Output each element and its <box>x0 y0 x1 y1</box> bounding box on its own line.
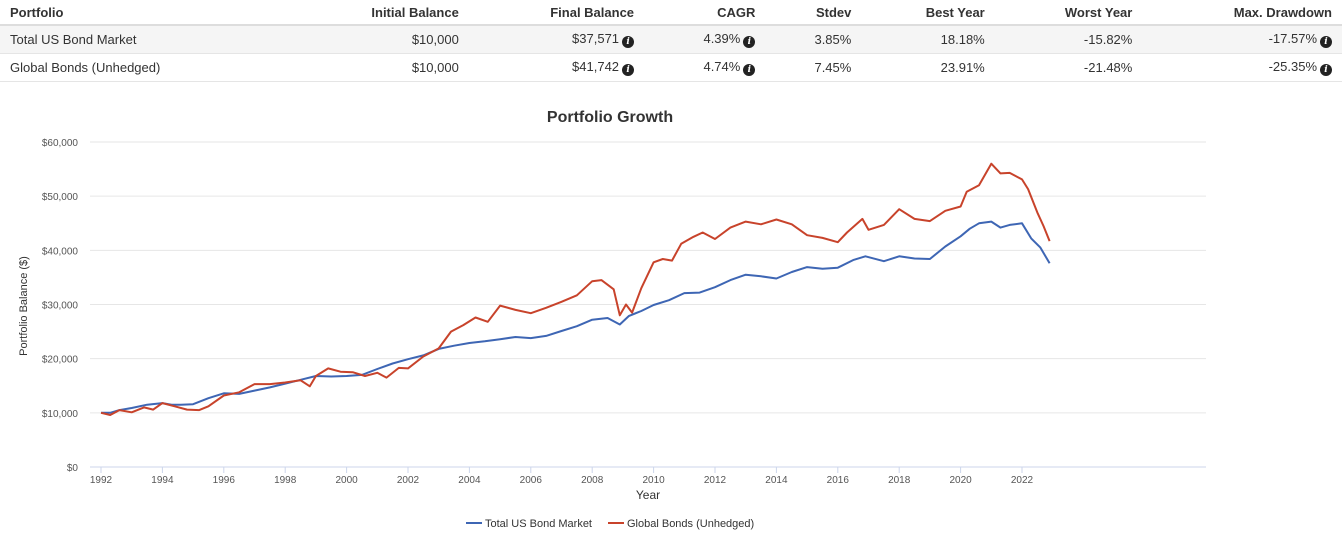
y-tick-label: $50,000 <box>42 192 79 203</box>
cell-worst-year: -21.48% <box>994 53 1143 82</box>
cell-initial-balance: $10,000 <box>287 25 469 54</box>
x-tick-label: 1994 <box>151 475 174 486</box>
cell-portfolio: Global Bonds (Unhedged) <box>0 53 288 82</box>
legend-label-total-us-bond[interactable]: Total US Bond Market <box>485 518 592 530</box>
cell-cagr: 4.74% i <box>644 53 766 82</box>
y-tick-label: $0 <box>67 463 79 474</box>
cell-final-balance: $41,742 i <box>468 53 645 82</box>
y-tick-label: $10,000 <box>42 409 79 420</box>
cell-cagr: 4.39% i <box>644 25 766 54</box>
info-circle-icon[interactable]: i <box>1320 36 1332 48</box>
max-drawdown-value: -17.57% <box>1268 31 1317 46</box>
cell-portfolio: Total US Bond Market <box>0 25 288 54</box>
header-worst-year: Worst Year <box>994 0 1143 26</box>
x-tick-label: 1996 <box>213 475 236 486</box>
y-tick-label: $20,000 <box>42 355 79 366</box>
header-final-balance: Final Balance <box>468 0 645 26</box>
header-max-drawdown: Max. Drawdown <box>1142 0 1342 26</box>
x-tick-label: 1992 <box>90 475 113 486</box>
header-stdev: Stdev <box>765 0 862 26</box>
chart-title: Portfolio Growth <box>547 109 673 126</box>
series-line-global-bonds-unhedged[interactable] <box>100 162 1051 416</box>
x-tick-label: 2016 <box>827 475 850 486</box>
cagr-value: 4.39% <box>703 31 741 46</box>
info-circle-icon[interactable]: i <box>622 36 635 48</box>
info-circle-icon[interactable]: i <box>1320 64 1332 76</box>
x-tick-label: 2010 <box>642 475 665 486</box>
final-balance-value: $37,571 <box>572 31 620 46</box>
cell-max-drawdown: -25.35% i <box>1142 53 1342 82</box>
cell-best-year: 23.91% <box>861 53 995 82</box>
cell-worst-year: -15.82% <box>994 25 1143 54</box>
table-row: Global Bonds (Unhedged) $10,000 $41,742 i… <box>0 53 1342 82</box>
table-header-row: Portfolio Initial Balance Final Balance … <box>0 0 1342 26</box>
series-lines <box>100 162 1051 416</box>
x-tick-label: 2008 <box>581 475 604 486</box>
portfolio-growth-chart: Portfolio Growth $0 $10,000 $20,000 $30,000… <box>18 109 1206 530</box>
x-tick-label: 1998 <box>274 475 297 486</box>
cell-final-balance: $37,571 i <box>468 25 645 54</box>
y-axis-ticks: $0 $10,000 $20,000 $30,000 $40,000 $50,000 $60… <box>42 138 79 474</box>
x-tick-label: 2006 <box>520 475 543 486</box>
table-row: Total US Bond Market $10,000 $37,571 i 4.… <box>0 25 1342 54</box>
x-tick-label: 2022 <box>1011 475 1034 486</box>
x-tick-label: 2012 <box>704 475 727 486</box>
x-tick-label: 2020 <box>949 475 972 486</box>
y-tick-label: $30,000 <box>42 301 79 312</box>
chart-legend: Total US Bond Market Global Bonds (Unhed… <box>466 518 754 530</box>
cell-best-year: 18.18% <box>861 25 995 54</box>
max-drawdown-value: -25.35% <box>1268 59 1317 74</box>
x-axis-ticks: 1992 1994 1996 1998 2000 2002 2004 2006 2008 2010… <box>90 467 1034 486</box>
x-tick-label: 2000 <box>335 475 358 486</box>
x-tick-label: 2014 <box>765 475 788 486</box>
cell-stdev: 3.85% <box>765 25 862 54</box>
cell-initial-balance: $10,000 <box>287 53 469 82</box>
info-circle-icon[interactable]: i <box>622 64 635 76</box>
y-axis-label: Portfolio Balance ($) <box>18 256 30 356</box>
x-tick-label: 2018 <box>888 475 911 486</box>
info-circle-icon[interactable]: i <box>743 36 756 48</box>
header-best-year: Best Year <box>861 0 995 26</box>
x-tick-label: 2004 <box>458 475 481 486</box>
cell-max-drawdown: -17.57% i <box>1142 25 1342 54</box>
info-circle-icon[interactable]: i <box>743 64 756 76</box>
cell-stdev: 7.45% <box>765 53 862 82</box>
header-cagr: CAGR <box>644 0 766 26</box>
results-table: Portfolio Initial Balance Final Balance … <box>0 0 1342 82</box>
y-tick-label: $40,000 <box>42 246 79 257</box>
grid-lines <box>90 141 1206 468</box>
legend-label-global-bonds[interactable]: Global Bonds (Unhedged) <box>627 518 754 530</box>
y-tick-label: $60,000 <box>42 138 79 149</box>
final-balance-value: $41,742 <box>572 59 620 74</box>
header-initial-balance: Initial Balance <box>287 0 469 26</box>
x-tick-label: 2002 <box>397 475 420 486</box>
series-line-total-us-bond-market[interactable] <box>101 220 1051 414</box>
cagr-value: 4.74% <box>703 59 741 74</box>
header-portfolio: Portfolio <box>0 0 288 26</box>
x-axis-label: Year <box>636 488 660 502</box>
